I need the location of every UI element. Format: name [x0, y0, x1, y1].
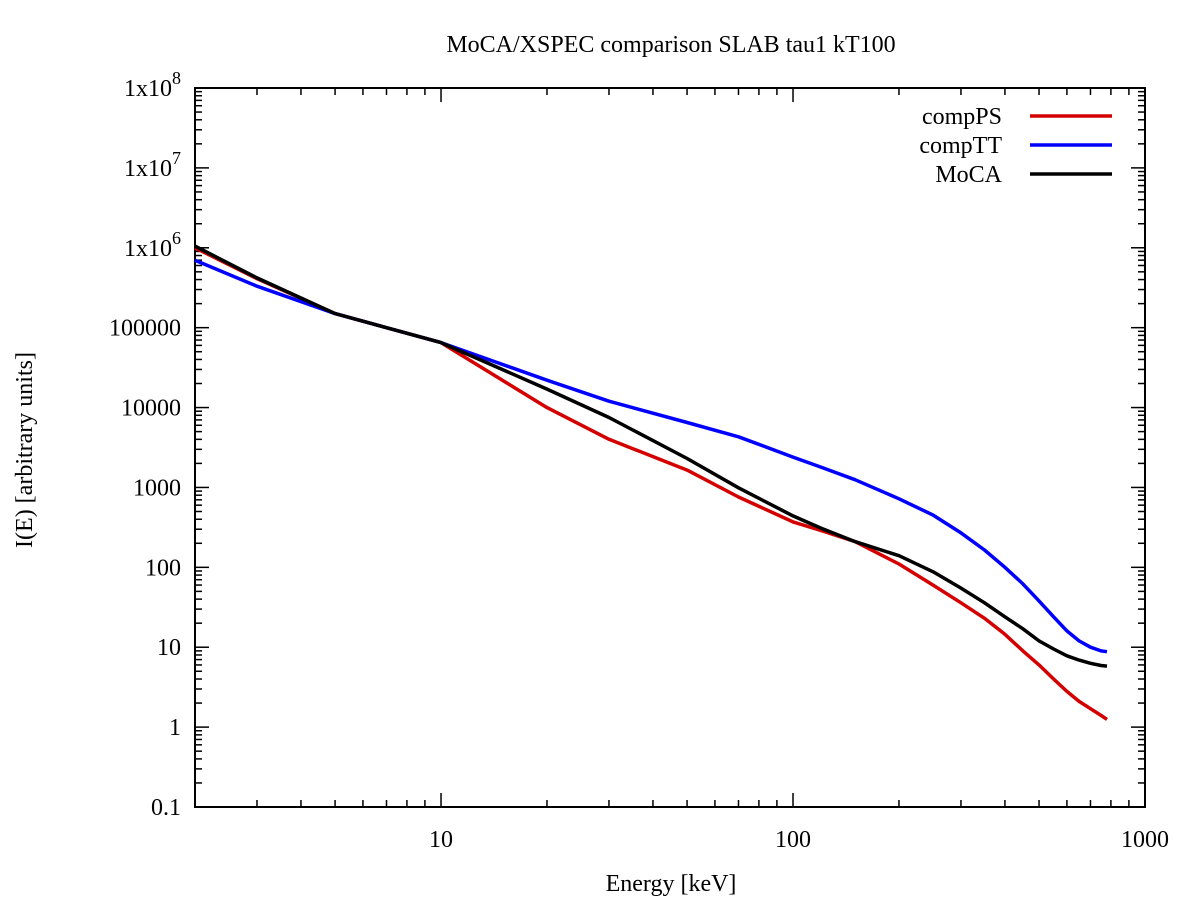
x-tick-label: 1000	[1121, 827, 1169, 853]
y-tick-label: 0.1	[151, 795, 181, 821]
plot-border	[194, 87, 1146, 808]
y-tick-label: 1x106	[124, 228, 181, 262]
legend-label: compPS	[922, 104, 1002, 130]
chart-title: MoCA/XSPEC comparison SLAB tau1 kT100	[446, 32, 895, 58]
y-tick-label: 1x107	[124, 148, 181, 182]
y-tick-label: 10000	[121, 396, 181, 422]
y-tick-label: 1000	[133, 475, 181, 501]
series-line-moca	[194, 244, 1108, 668]
legend-label: compTT	[919, 133, 1002, 159]
y-tick-label: 1	[169, 715, 181, 741]
series-layer	[194, 244, 1108, 721]
y-axis-label: I(E) [arbitrary units]	[12, 352, 38, 548]
y-tick-label: 1x108	[124, 68, 181, 102]
y-tick-label: 100	[145, 555, 181, 581]
legend: compPS compTT MoCA	[919, 104, 1112, 188]
series-line-comptt	[194, 258, 1108, 654]
x-tick-label: 10	[429, 827, 453, 853]
y-tick-label: 10	[157, 635, 181, 661]
x-axis: 10 100 1000	[194, 88, 1169, 853]
legend-label: MoCA	[935, 162, 1002, 188]
x-tick-label: 100	[775, 827, 811, 853]
y-tick-label: 100000	[109, 316, 181, 342]
series-line-compps	[194, 246, 1108, 721]
x-axis-label: Energy [keV]	[606, 871, 737, 897]
plot-frame	[194, 87, 1146, 808]
